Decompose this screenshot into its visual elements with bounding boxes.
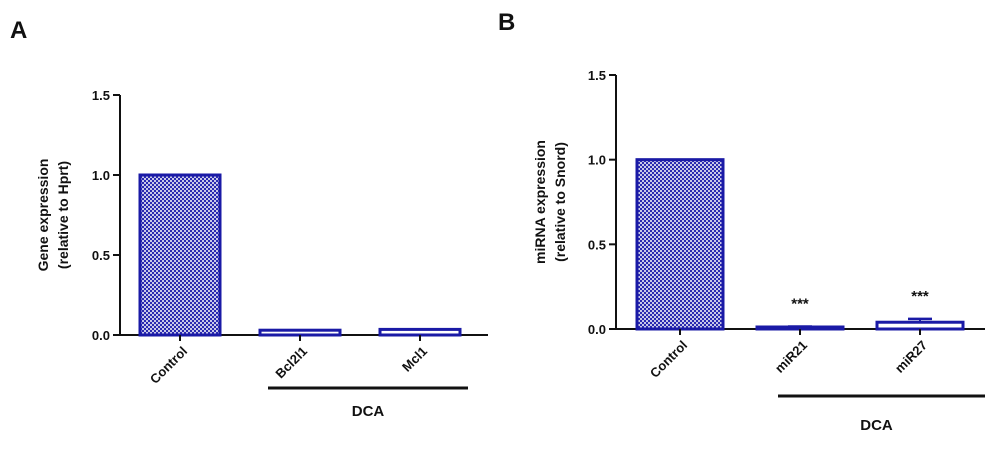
panel-a-group-label: DCA — [352, 403, 385, 420]
panel-a-y-axis-label-line2: (relative to Hprt) — [55, 161, 71, 269]
panel-a-x-tick-label: Mcl1 — [399, 344, 430, 375]
panel-a-bar-mcl1 — [378, 327, 462, 337]
panel-a-y-tick-label: 1.0 — [92, 168, 110, 183]
panel-b-x-tick-label: miR21 — [772, 338, 810, 376]
panel-a-bar-bcl2l1 — [258, 328, 342, 337]
panel-b-bar-mir27 — [875, 320, 965, 331]
panel-b-x-tick-label: Control — [647, 338, 690, 381]
panel-b-y-tick-label: 1.5 — [588, 68, 606, 83]
panel-b-y-tick-label: 0.0 — [588, 322, 606, 337]
panel-b-y-tick-label: 0.5 — [588, 237, 606, 252]
panel-b-x-tick-label: miR27 — [892, 338, 930, 376]
panel-b-y-axis-label-line1: miRNA expression — [532, 140, 548, 264]
panel-b-significance-label: *** — [791, 295, 809, 312]
panel-b-significance-label: *** — [911, 288, 929, 305]
panel-b-bar-control — [635, 158, 725, 331]
panel-a-bar-control — [138, 173, 222, 337]
panel-b-group-label: DCA — [860, 417, 893, 434]
panel-a-y-tick-label: 0.0 — [92, 328, 110, 343]
panel-a-x-tick-label: Control — [147, 344, 190, 387]
panel-b-y-axis-label-line2: (relative to Snord) — [552, 142, 568, 262]
panel-b-y-tick-label: 1.0 — [588, 153, 606, 168]
panel-a-y-tick-label: 1.5 — [92, 88, 110, 103]
panel-a-y-tick-label: 0.5 — [92, 248, 110, 263]
panel-a-x-tick-label: Bcl2l1 — [272, 344, 310, 382]
panel-a-y-axis-label-line1: Gene expression — [35, 159, 51, 272]
panel-label-b: B — [498, 9, 515, 36]
panel-label-a: A — [10, 17, 27, 44]
